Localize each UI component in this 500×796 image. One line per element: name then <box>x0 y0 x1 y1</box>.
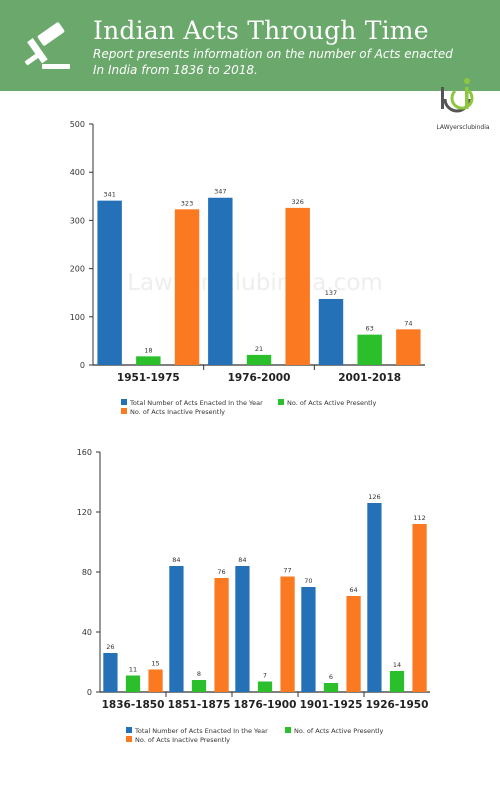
data-label: 11 <box>129 666 137 674</box>
legend-swatch-active <box>285 727 291 733</box>
bar-total <box>318 298 344 365</box>
bar-active <box>257 681 273 692</box>
data-label: 15 <box>151 660 159 668</box>
legend-swatch-active <box>278 399 284 405</box>
data-label: 76 <box>217 568 225 576</box>
bar-inactive <box>148 669 163 692</box>
bar-total <box>103 653 118 692</box>
bar-inactive <box>346 596 361 692</box>
chart-1836-1950: 040801201602611151836-1850848761851-1875… <box>77 448 430 744</box>
bar-total <box>169 566 184 692</box>
data-label: 326 <box>291 198 303 206</box>
data-label: 70 <box>304 577 312 585</box>
data-label: 8 <box>197 670 201 678</box>
data-label: 112 <box>413 514 425 522</box>
bar-active <box>389 671 405 692</box>
data-label: 137 <box>325 289 337 297</box>
page-subtitle: Report presents information on the numbe… <box>93 47 453 77</box>
bar-active <box>357 334 382 365</box>
y-tick-label: 80 <box>82 568 92 577</box>
data-label: 63 <box>366 325 374 333</box>
bar-active <box>323 683 339 692</box>
data-label: 18 <box>144 346 152 354</box>
legend-label-active: No. of Acts Active Presently <box>287 399 376 407</box>
bar-inactive <box>280 576 295 692</box>
data-label: 347 <box>214 188 226 196</box>
header-banner: Indian Acts Through Time Report presents… <box>0 0 500 91</box>
legend-label-total: Total Number of Acts Enacted In the Year <box>134 727 268 735</box>
y-tick-label: 0 <box>87 688 92 697</box>
data-label: 7 <box>263 672 267 680</box>
bar-active <box>125 675 141 692</box>
bar-inactive <box>174 209 200 365</box>
bar-inactive <box>285 207 310 365</box>
legend-label-inactive: No. of Acts Inactive Presently <box>135 736 230 744</box>
y-tick-label: 0 <box>80 361 85 370</box>
bar-total <box>301 587 316 692</box>
lci-logo-icon <box>441 78 474 113</box>
data-label: 323 <box>181 199 193 207</box>
data-label: 341 <box>103 191 115 199</box>
data-label: 84 <box>172 556 180 564</box>
y-tick-label: 500 <box>70 120 85 129</box>
legend-label-total: Total Number of Acts Enacted In the Year <box>129 399 263 407</box>
data-label: 14 <box>393 661 401 669</box>
watermark-text: Lawyersclubindia.com <box>127 270 383 296</box>
data-label: 6 <box>329 673 333 681</box>
y-tick-label: 100 <box>70 313 85 322</box>
category-label: 1851-1875 <box>168 699 231 711</box>
bar-active <box>246 354 272 365</box>
category-label: 1976-2000 <box>228 372 291 384</box>
legend-swatch-total <box>126 727 132 733</box>
data-label: 77 <box>283 567 291 575</box>
legend-label-inactive: No. of Acts Inactive Presently <box>130 408 225 416</box>
y-tick-label: 160 <box>77 448 92 457</box>
data-label: 26 <box>106 643 114 651</box>
legend-swatch-total <box>121 399 127 405</box>
bar-inactive <box>214 578 229 692</box>
bar-total <box>208 197 233 365</box>
bar-inactive <box>396 329 421 365</box>
category-label: 1876-1900 <box>234 699 297 711</box>
y-tick-label: 300 <box>70 216 85 225</box>
legend-swatch-inactive <box>126 736 132 742</box>
data-label: 84 <box>238 556 246 564</box>
page-title: Indian Acts Through Time <box>93 16 429 45</box>
bar-total <box>235 566 250 692</box>
y-tick-label: 120 <box>77 508 92 517</box>
category-label: 1901-1925 <box>300 699 363 711</box>
category-label: 1836-1850 <box>102 699 165 711</box>
bar-total <box>367 503 382 692</box>
gavel-icon <box>24 22 70 69</box>
data-label: 64 <box>349 586 357 594</box>
data-label: 21 <box>255 345 263 353</box>
y-tick-label: 400 <box>70 168 85 177</box>
bar-active <box>136 356 161 365</box>
bar-inactive <box>412 524 427 692</box>
logo-text: LAWyersclubindia <box>436 124 490 131</box>
legend-label-active: No. of Acts Active Presently <box>294 727 383 735</box>
y-tick-label: 200 <box>70 265 85 274</box>
legend-swatch-inactive <box>121 408 127 414</box>
category-label: 1926-1950 <box>366 699 429 711</box>
data-label: 126 <box>368 493 380 501</box>
bar-active <box>191 680 207 692</box>
category-label: 1951-1975 <box>117 372 180 384</box>
bar-total <box>97 200 122 365</box>
y-tick-label: 40 <box>82 628 92 637</box>
category-label: 2001-2018 <box>338 372 401 384</box>
chart-1951-2018: Lawyersclubindia.com 0 100 200 300 400 500 341 1… <box>70 120 425 416</box>
data-label: 74 <box>404 319 412 327</box>
